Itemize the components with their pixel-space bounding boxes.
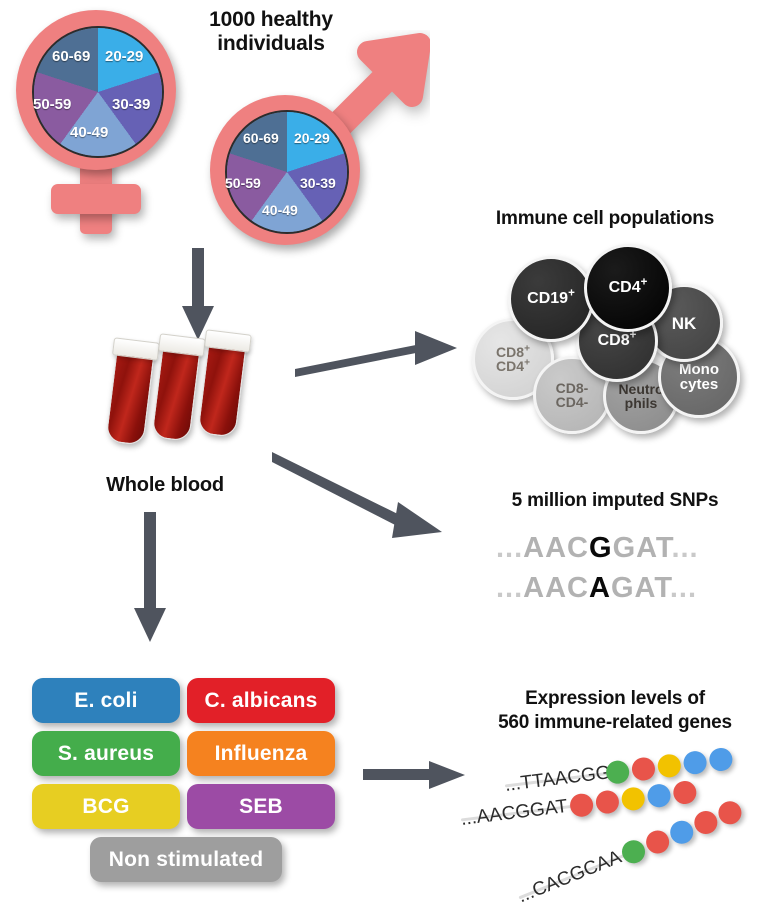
blood-tubes — [105, 329, 300, 452]
pie-slices — [227, 112, 347, 232]
arrow-blood-to-immune-icon — [295, 331, 457, 377]
tube-body — [197, 339, 247, 438]
stimulus-label: Non stimulated — [108, 847, 264, 871]
immune-cell-cluster: CD8+ CD4+ CD8- CD4- Neutro phils Mono cytes … — [460, 240, 760, 434]
stimulus-s-aureus[interactable]: S. aureus — [32, 731, 180, 776]
snp-variant: G — [589, 532, 613, 564]
stimulus-label: C. albicans — [204, 688, 318, 712]
stimulus-label: Influenza — [214, 741, 308, 765]
gene-dot — [568, 792, 595, 819]
immune-cell-cd19pos: CD19+ — [508, 256, 594, 342]
male-symbol: 20-29 30-39 40-49 50-59 60-69 — [205, 30, 430, 245]
pie-slices — [34, 28, 162, 156]
stimulus-label: E. coli — [74, 688, 138, 712]
snps-heading: 5 million imputed SNPs — [511, 490, 719, 511]
gene-dot — [630, 756, 657, 782]
snp-prefix: ... — [496, 532, 524, 564]
immune-cell-label: CD4+ — [608, 276, 648, 296]
arrow-blood-to-snps-icon — [272, 452, 442, 538]
pie-label-50-59: 50-59 — [33, 96, 72, 113]
gene-dot — [672, 779, 698, 806]
strand-sequence: ...AACGGAT — [459, 796, 569, 830]
female-age-pie — [32, 26, 164, 158]
stimulus-label: S. aureus — [57, 741, 155, 765]
stimulus-non-stimulated[interactable]: Non stimulated — [90, 837, 282, 882]
immune-heading: Immune cell populations — [495, 208, 715, 229]
immune-cell-label: CD8- CD4- — [555, 380, 589, 410]
immune-cell-cd4pos: CD4+ — [584, 244, 672, 332]
snp-left: AAC — [523, 572, 590, 604]
male-age-pie — [225, 110, 349, 234]
tube-body — [105, 347, 155, 446]
snp-sequence-row: ...AACAGAT... — [496, 572, 697, 605]
blood-tube — [105, 337, 160, 452]
arrow-blood-to-stimuli-icon — [134, 512, 166, 642]
pie-label-30-39: 30-39 — [112, 96, 151, 113]
stimulus-c-albicans[interactable]: C. albicans — [187, 678, 335, 723]
snp-right: GAT — [610, 572, 670, 604]
pie-label-60-69: 60-69 — [243, 130, 279, 146]
gene-dot — [666, 817, 697, 848]
pie-label-20-29: 20-29 — [105, 48, 144, 65]
pie-label-40-49: 40-49 — [262, 202, 298, 218]
stimuli-panel: E. coli C. albicans S. aureus Influenza … — [32, 678, 342, 898]
female-crossbar — [51, 184, 141, 214]
female-symbol: 20-29 30-39 40-49 50-59 60-69 — [8, 6, 188, 236]
expression-heading-line2: 560 immune-related genes — [498, 712, 732, 733]
pie-label-30-39: 30-39 — [300, 175, 336, 191]
arrow-cohort-to-blood-icon — [182, 248, 214, 340]
stimulus-bcg[interactable]: BCG — [32, 784, 180, 829]
gene-dot — [620, 786, 647, 812]
gene-strands: ...TTAACGG ...AACGGAT ...CACGCAA — [455, 745, 771, 920]
gene-dot — [646, 782, 672, 809]
pie-label-40-49: 40-49 — [70, 124, 109, 141]
gene-dot — [714, 797, 745, 828]
snp-sequence-row: ...AACGGAT... — [496, 532, 699, 565]
gene-dot — [656, 753, 683, 779]
stimulus-label: SEB — [239, 794, 283, 818]
stimulus-seb[interactable]: SEB — [187, 784, 335, 829]
immune-cell-cd8neg-cd4neg: CD8- CD4- — [533, 356, 611, 434]
snp-suffix: ... — [671, 532, 699, 564]
whole-blood-label: Whole blood — [106, 474, 224, 496]
immune-cell-label: Mono cytes — [679, 361, 719, 393]
snp-variant: A — [589, 572, 611, 604]
snp-prefix: ... — [496, 572, 524, 604]
stimulus-e-coli[interactable]: E. coli — [32, 678, 180, 723]
arrow-stimuli-to-expression-icon — [363, 761, 465, 789]
pie-label-60-69: 60-69 — [52, 48, 91, 65]
expression-heading-line1: Expression levels of — [525, 688, 705, 709]
pie-label-50-59: 50-59 — [225, 175, 261, 191]
immune-cell-label: NK — [671, 313, 697, 333]
snp-right: GAT — [612, 532, 672, 564]
pie-label-20-29: 20-29 — [294, 130, 330, 146]
stimulus-label: BCG — [82, 794, 130, 818]
gene-dot — [594, 789, 621, 815]
gene-dot — [690, 807, 721, 838]
immune-cell-label: CD8+ CD4+ — [496, 343, 530, 374]
snp-left: AAC — [523, 532, 590, 564]
page-title: 1000 healthy individuals — [209, 8, 333, 55]
gene-dot — [642, 827, 673, 857]
tube-body — [151, 343, 201, 442]
stimulus-influenza[interactable]: Influenza — [187, 731, 335, 776]
strand-sequence: ...CACGCAA — [514, 846, 625, 908]
snp-suffix: ... — [669, 572, 697, 604]
gene-dot — [682, 749, 708, 776]
immune-cell-label: Neutro phils — [618, 381, 664, 411]
gene-dot — [708, 746, 734, 773]
immune-cell-label: CD8+ — [597, 329, 637, 349]
immune-cell-label: CD19+ — [527, 287, 575, 307]
snp-sequences: ...AACGGAT... ...AACAGAT... — [490, 528, 750, 618]
